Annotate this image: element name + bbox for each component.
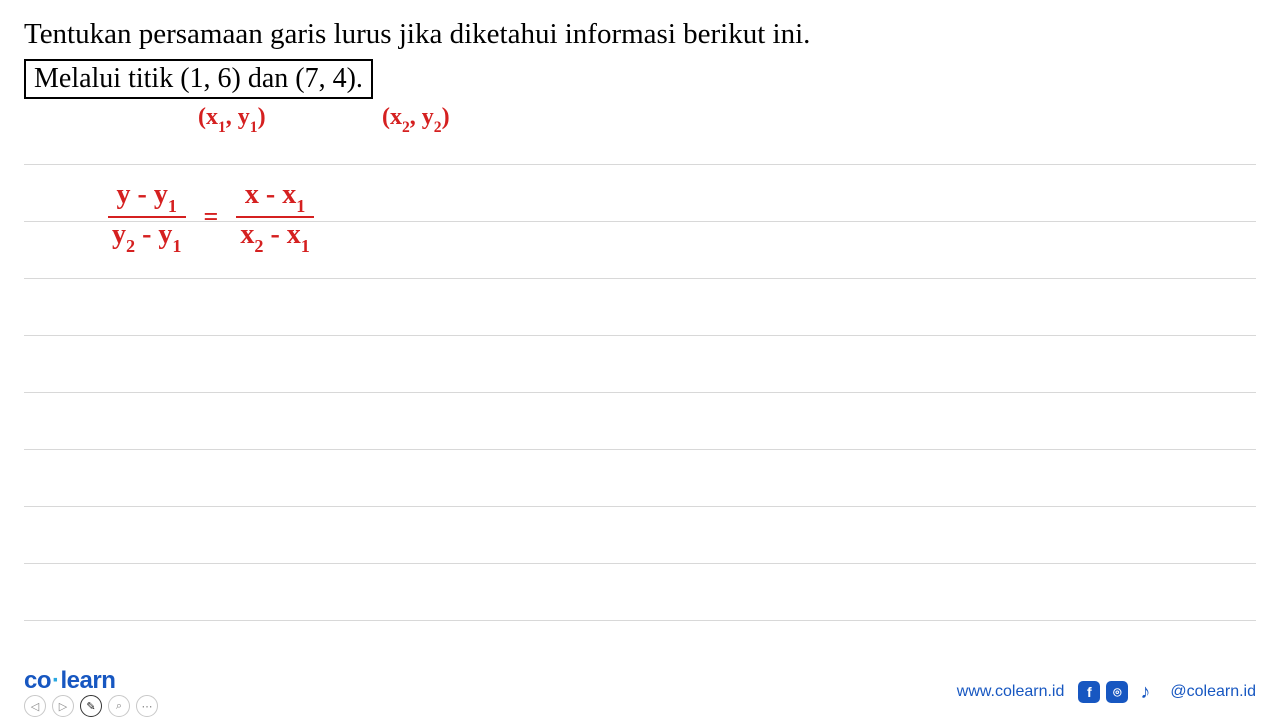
- rule-line: [24, 563, 1256, 564]
- tiktok-icon[interactable]: ♪: [1134, 681, 1156, 703]
- rule-line: [24, 221, 1256, 222]
- question-prompt: Tentukan persamaan garis lurus jika dike…: [24, 18, 1256, 51]
- brand-handle: @colearn.id: [1170, 683, 1256, 701]
- logo-learn: learn: [61, 667, 116, 694]
- ruled-lines: [24, 164, 1256, 621]
- pen-button[interactable]: ✎: [80, 695, 102, 717]
- logo-co: co: [24, 667, 51, 694]
- hw-point1-label: (x1, y1): [198, 104, 266, 135]
- brand-logo: co·learn: [24, 667, 158, 695]
- footer-right: www.colearn.id f ⌾ ♪ @colearn.id: [957, 681, 1256, 703]
- footer-left-stack: co·learn ◁ ▷ ✎ ⌕ ⋯: [24, 667, 158, 717]
- rule-line: [24, 620, 1256, 621]
- question-boxed: Melalui titik (1, 6) dan (7, 4).: [24, 59, 373, 99]
- rule-line: [24, 392, 1256, 393]
- rule-line: [24, 449, 1256, 450]
- next-button[interactable]: ▷: [52, 695, 74, 717]
- more-button[interactable]: ⋯: [136, 695, 158, 717]
- facebook-icon[interactable]: f: [1078, 681, 1100, 703]
- player-controls: ◁ ▷ ✎ ⌕ ⋯: [24, 695, 158, 717]
- brand-url: www.colearn.id: [957, 683, 1065, 701]
- hw-point2-label: (x2, y2): [382, 104, 450, 135]
- rule-line: [24, 506, 1256, 507]
- logo-dot: ·: [51, 667, 61, 694]
- prev-button[interactable]: ◁: [24, 695, 46, 717]
- footer-bar: co·learn ◁ ▷ ✎ ⌕ ⋯ www.colearn.id f ⌾ ♪ …: [0, 664, 1280, 720]
- instagram-icon[interactable]: ⌾: [1106, 681, 1128, 703]
- social-icons: f ⌾ ♪: [1078, 681, 1156, 703]
- footer-left: co·learn ◁ ▷ ✎ ⌕ ⋯: [24, 667, 158, 717]
- search-button[interactable]: ⌕: [108, 695, 130, 717]
- rule-line: [24, 278, 1256, 279]
- rule-line: [24, 335, 1256, 336]
- rule-line: [24, 164, 1256, 165]
- content-area: Tentukan persamaan garis lurus jika dike…: [0, 0, 1280, 105]
